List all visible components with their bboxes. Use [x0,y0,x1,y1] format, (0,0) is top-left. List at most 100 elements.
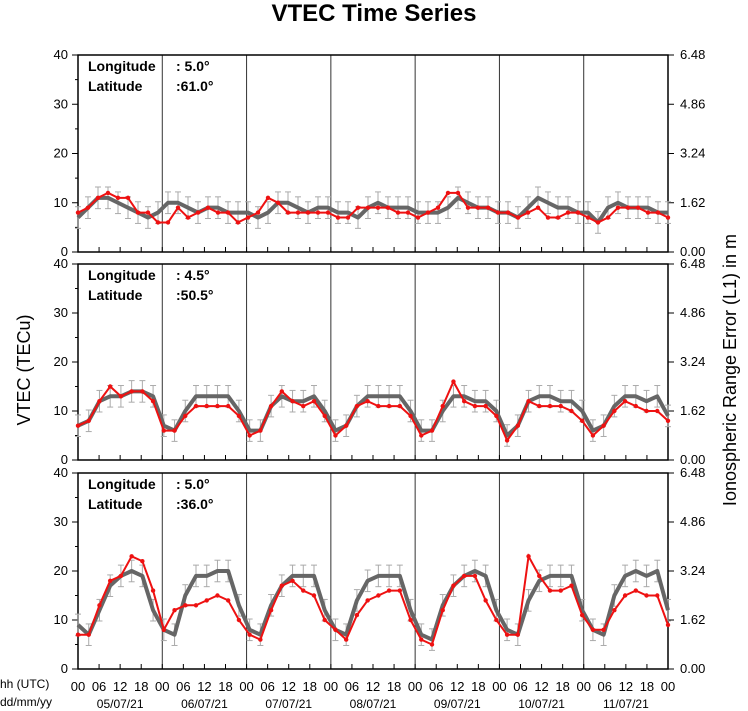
observed-point [622,399,628,404]
observed-point [258,637,263,642]
latitude-label: Latitude [88,78,143,94]
observed-point [397,588,403,593]
x-hour-tick-label: 18 [471,679,485,694]
observed-point [605,215,611,220]
x-hour-tick-label: 06 [598,679,612,694]
y2-tick-label: 3.24 [680,146,705,161]
observed-point [429,642,435,647]
observed-point [526,399,531,404]
y2-tick-label: 1.62 [680,195,705,210]
y-tick-label: 40 [54,47,68,62]
observed-point [386,403,392,409]
observed-point [215,403,220,409]
observed-point [515,423,521,428]
longitude-label: Longitude [88,58,156,74]
longitude-value: : 4.5° [176,267,210,283]
observed-point [579,418,585,423]
observed-point [155,220,161,225]
observed-point [386,588,392,593]
x-date-label: 06/07/21 [181,697,228,711]
observed-point [385,205,391,210]
observed-point [515,215,521,220]
y2-tick-label: 3.24 [680,354,705,369]
observed-point [429,428,435,433]
y2-tick-label: 1.62 [680,403,705,418]
observed-point [343,637,349,642]
y-tick-label: 40 [54,256,68,271]
observed-point [472,403,478,409]
x-hour-tick-label: 18 [640,679,654,694]
x-hour-tick-label: 12 [450,679,464,694]
observed-point [435,205,441,210]
observed-point [365,205,371,210]
x-hour-tick-label: 06 [176,679,190,694]
y-axis-right-label: Ionospheric Range Error (L1) in m [720,234,740,506]
observed-point [515,632,521,637]
chart-title: VTEC Time Series [272,0,477,27]
x-hour-tick-label: 06 [429,679,443,694]
observed-point [494,617,499,623]
y2-tick-label: 4.86 [680,514,705,529]
observed-point [575,210,581,215]
y-tick-label: 0 [61,244,68,259]
panel-2: 0 10 20 30 40 0.00 1.62 3.24 4.86 6.48 Longitude: … [54,256,706,467]
observed-point [315,210,321,215]
observed-point [205,205,211,210]
x-hour-axis-label: hh (UTC) [0,677,49,691]
latitude-value: :36.0° [176,496,214,512]
observed-point [485,205,491,210]
observed-point [558,588,563,593]
observed-point [601,423,606,428]
x-hour-tick-label: 06 [260,679,274,694]
x-date-label: 08/07/21 [350,697,397,711]
x-hour-tick-label: 00 [408,679,422,694]
observed-point [537,403,542,409]
longitude-value: : 5.0° [176,476,210,492]
x-hour-tick-label: 00 [71,679,85,694]
observed-point [150,588,156,593]
observed-point [537,573,542,579]
observed-point [145,210,151,215]
observed-point [579,612,585,618]
observed-point [335,215,341,220]
observed-point [140,559,145,564]
observed-point [247,433,252,438]
y-tick-label: 20 [54,146,68,161]
observed-point [440,403,445,409]
observed-point [118,394,124,399]
x-hour-tick-label: 18 [303,679,317,694]
observed-point [75,423,81,428]
observed-point [595,220,601,225]
observed-point [569,408,574,414]
x-date-axis-label: dd/mm/yy [0,695,52,709]
observed-point [665,622,671,628]
observed-point [140,389,145,394]
observed-point [193,603,199,608]
x-hour-tick-label: 06 [345,679,359,694]
x-hour-tick-label: 12 [619,679,633,694]
longitude-label: Longitude [88,476,156,492]
model-series-line [76,195,668,225]
observed-point [245,215,251,220]
observed-point [612,608,617,613]
observed-point [525,210,531,215]
observed-point [665,418,671,423]
observed-point [615,205,621,210]
observed-point [75,210,81,215]
x-hour-tick-label: 12 [113,679,127,694]
observed-point [601,627,606,632]
observed-point [322,413,327,419]
x-hour-tick-label: 00 [661,679,675,694]
observed-point [258,428,263,433]
y-tick-label: 30 [54,96,68,111]
x-hour-tick-label: 12 [281,679,295,694]
observed-point [204,403,209,409]
observed-point [633,403,639,409]
observed-point [526,554,531,559]
y2-tick-label: 4.86 [680,305,705,320]
observed-point [290,578,295,583]
x-date-label: 10/07/21 [518,697,565,711]
observed-point [333,627,338,632]
observed-point [354,403,360,409]
